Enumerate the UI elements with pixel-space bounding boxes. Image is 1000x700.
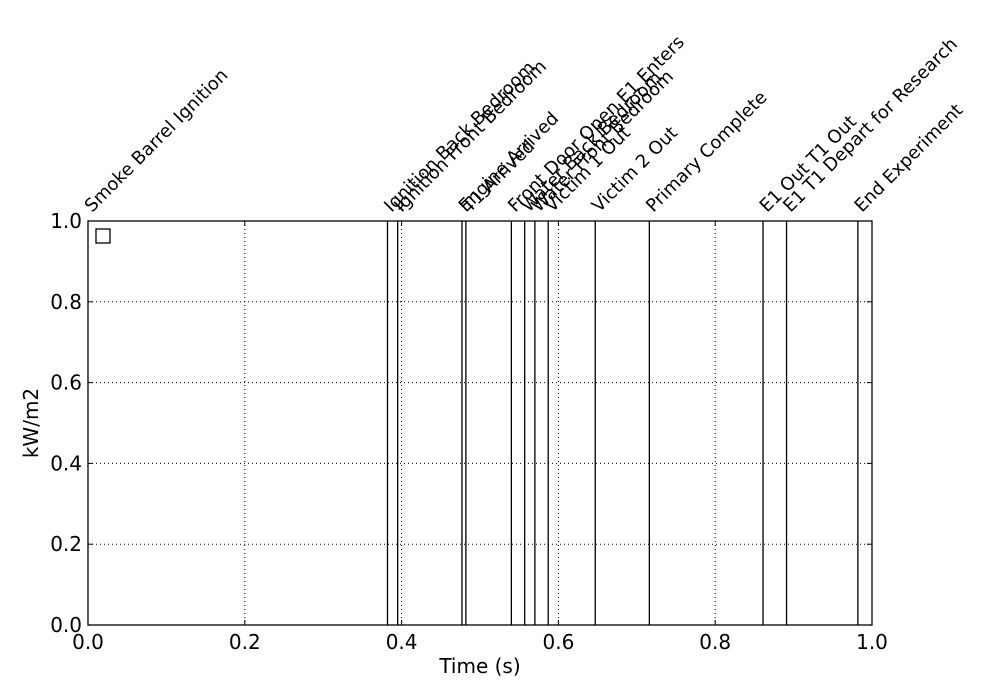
x-tick-label: 0.8 (699, 630, 731, 654)
legend (95, 228, 111, 244)
y-tick-label: 0.0 (50, 613, 82, 637)
x-tick-label: 0.6 (542, 630, 574, 654)
plot-frame (87, 220, 873, 626)
x-tick-label: 0.4 (386, 630, 418, 654)
tick-layer: 0.0 0.2 0.4 0.6 0.8 1.0 0.0 0.2 0.4 0.6 0.8 1.0 (50, 209, 888, 654)
y-tick-label: 0.6 (50, 371, 82, 395)
y-tick-label: 1.0 (50, 209, 82, 233)
x-tick-label: 0.0 (72, 630, 104, 654)
y-tick-label: 0.2 (50, 532, 82, 556)
y-tick-label: 0.4 (50, 451, 82, 475)
event-layer: Smoke Barrel Ignition Ignition Back Bedro… (81, 32, 967, 625)
x-tick-label: 0.2 (229, 630, 261, 654)
legend-swatch (95, 228, 111, 244)
y-axis-title: kW/m2 (19, 388, 43, 458)
y-tick-label: 0.8 (50, 290, 82, 314)
x-tick-label: 1.0 (856, 630, 888, 654)
event-label: Smoke Barrel Ignition (81, 65, 233, 217)
x-axis-title: Time (s) (438, 654, 520, 678)
grid-layer (88, 221, 872, 625)
